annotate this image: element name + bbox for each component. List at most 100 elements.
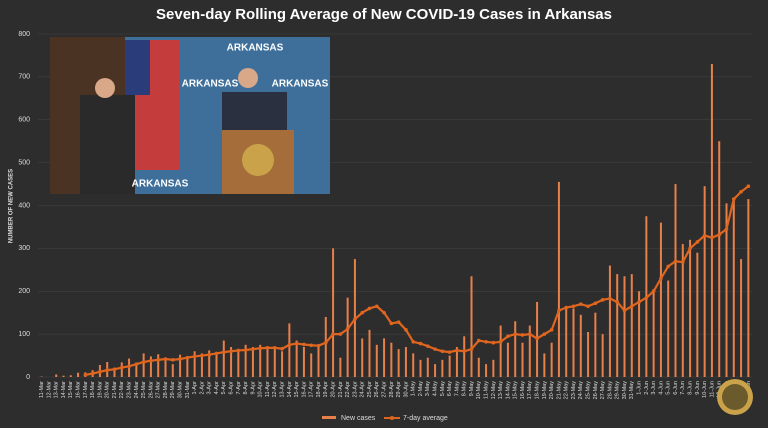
average-point [229, 349, 233, 353]
x-tick-label: 12-May [491, 381, 497, 400]
x-tick-label: 2-May [418, 381, 424, 397]
bar [565, 308, 567, 377]
bar [135, 366, 137, 377]
bar [70, 375, 72, 377]
x-tick-label: 30-May [622, 381, 628, 400]
x-tick-label: 29-May [615, 381, 621, 400]
y-tick-label: 100 [18, 331, 30, 338]
x-tick-label: 6-Apr [229, 381, 235, 395]
average-point [688, 247, 692, 251]
bar [740, 259, 742, 377]
x-tick-label: 3-Apr [207, 381, 213, 395]
bar [296, 341, 298, 377]
x-tick-label: 24-Apr [360, 381, 366, 398]
bar [682, 244, 684, 377]
bar [638, 291, 640, 377]
x-tick-label: 21-May [556, 381, 562, 400]
average-point [164, 357, 168, 361]
bar [573, 308, 575, 377]
x-tick-label: 20-Apr [331, 381, 337, 398]
x-tick-label: 15-May [513, 381, 519, 400]
average-point [156, 358, 160, 362]
average-point [186, 356, 190, 360]
x-tick-label: 27-Mar [156, 381, 162, 399]
x-tick-label: 5-Jun [666, 381, 672, 395]
bar [63, 376, 65, 377]
bar [551, 343, 553, 377]
average-point [207, 353, 211, 357]
bar [689, 240, 691, 377]
x-tick-label: 8-May [462, 381, 468, 397]
average-point [666, 265, 670, 269]
x-tick-label: 6-May [447, 381, 453, 397]
x-tick-label: 26-Mar [148, 381, 154, 399]
x-tick-label: 11-May [484, 381, 490, 399]
x-tick-label: 26-May [593, 381, 599, 400]
average-point [353, 317, 357, 321]
average-point [135, 362, 139, 366]
average-point [630, 304, 634, 308]
bar [237, 351, 239, 377]
average-point [280, 347, 284, 351]
x-tick-label: 9-Apr [250, 381, 256, 395]
bar [165, 360, 167, 377]
x-tick-label: 24-Mar [134, 381, 140, 399]
bar [77, 373, 79, 377]
x-tick-label: 10-Jun [702, 381, 708, 398]
average-point [703, 234, 707, 238]
x-tick-label: 14-Mar [61, 381, 67, 399]
bar [332, 248, 334, 377]
bar [369, 330, 371, 377]
bar [594, 313, 596, 377]
bar [543, 353, 545, 377]
x-tick-label: 20-Mar [105, 381, 111, 399]
average-point [652, 289, 656, 293]
average-point [390, 322, 394, 326]
bar [747, 199, 749, 377]
bar [696, 253, 698, 377]
x-tick-label: 16-May [520, 381, 526, 400]
x-tick-label: 1-Apr [192, 381, 198, 395]
average-point [419, 342, 423, 346]
x-tick-label: 17-Apr [309, 381, 315, 398]
bar [216, 353, 218, 377]
average-point [564, 306, 568, 310]
x-tick-label: 2-Jun [644, 381, 650, 395]
x-tick-label: 11-Jun [709, 381, 715, 397]
average-point [594, 301, 598, 305]
x-tick-label: 2-Apr [199, 381, 205, 395]
average-point [492, 341, 496, 345]
y-tick-label: 700 [18, 74, 30, 81]
average-point [309, 343, 313, 347]
bar [660, 223, 662, 377]
average-point [470, 347, 474, 351]
bar [288, 323, 290, 377]
average-point [295, 342, 299, 346]
average-point [506, 334, 510, 338]
y-tick-label: 200 [18, 288, 30, 295]
average-point [462, 349, 466, 353]
x-tick-label: 29-Apr [396, 381, 402, 398]
legend-swatch [390, 416, 394, 420]
average-point [441, 349, 445, 353]
bar [121, 362, 123, 377]
bar [492, 360, 494, 377]
average-point [193, 355, 197, 359]
bar [514, 321, 516, 377]
y-tick-label: 0 [26, 374, 30, 381]
x-tick-label: 7-May [454, 381, 460, 397]
average-point [127, 364, 131, 368]
bar [157, 354, 159, 377]
average-line [85, 186, 748, 375]
average-point [237, 349, 241, 353]
average-point [550, 328, 554, 332]
average-point [273, 346, 277, 350]
svg-text:ARKANSAS: ARKANSAS [272, 79, 329, 90]
average-point [572, 304, 576, 308]
average-point [200, 354, 204, 358]
average-point [725, 227, 729, 231]
average-point [251, 347, 255, 351]
x-tick-label: 22-Apr [345, 381, 351, 398]
x-tick-label: 14-Apr [287, 381, 293, 398]
